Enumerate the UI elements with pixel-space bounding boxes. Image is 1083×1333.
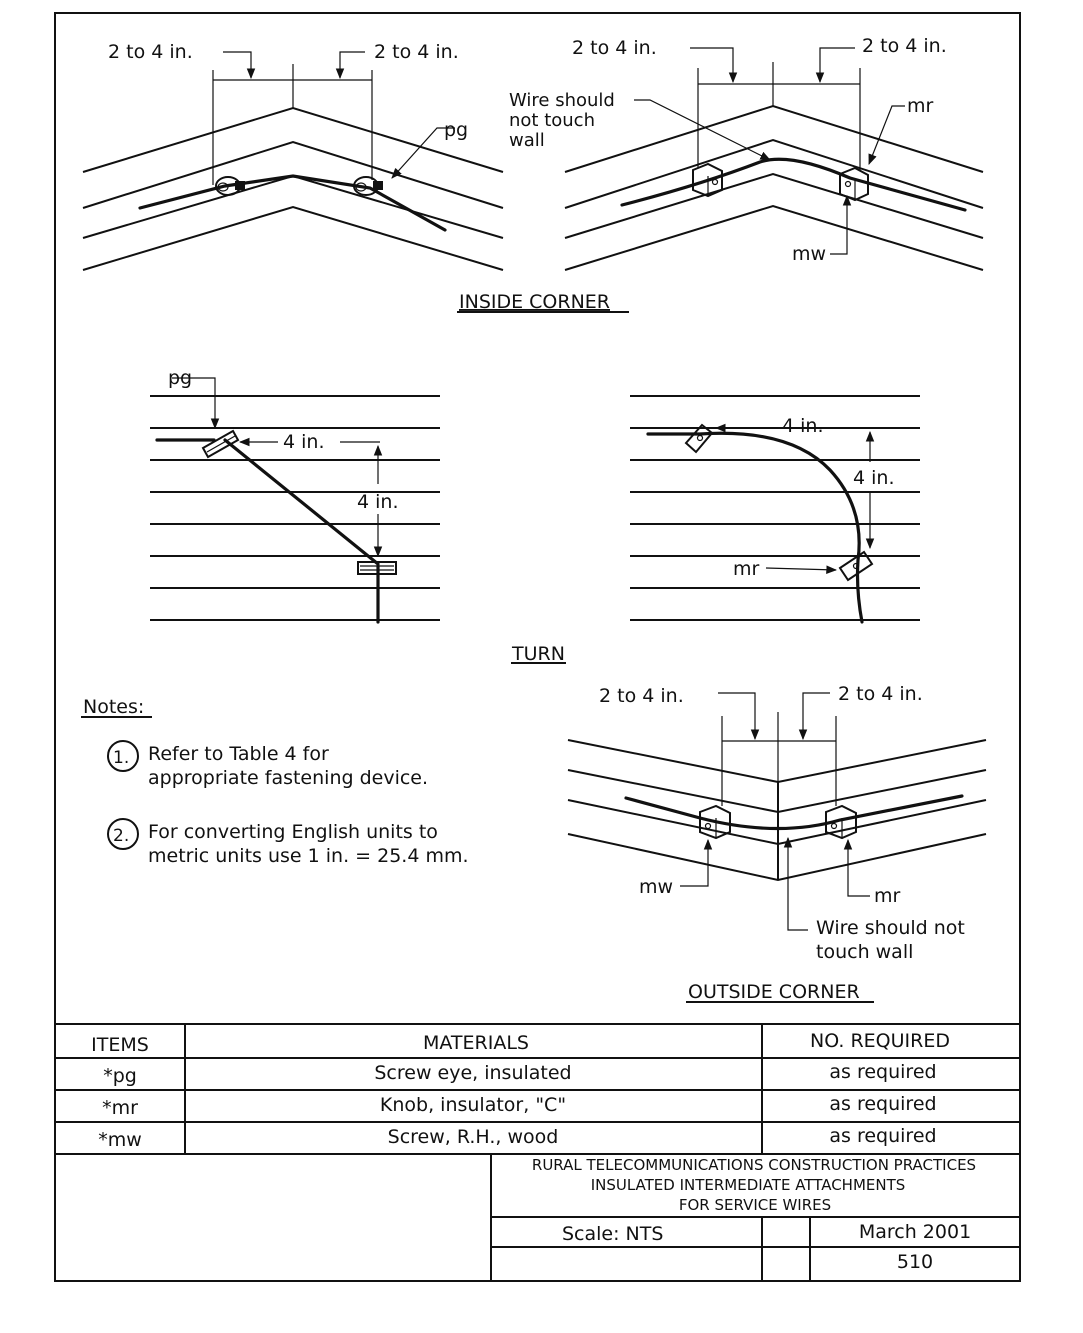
wire-note-line-3: wall: [509, 130, 545, 151]
row-3-required: as required: [829, 1125, 936, 1147]
note-1-marker: [107, 740, 139, 772]
note-1-number: 1.: [113, 748, 129, 768]
mr-label: mr: [874, 885, 901, 907]
diagonal-wire: [223, 438, 380, 566]
screw-eye-right: [353, 176, 383, 196]
inside-corner-title: INSIDE CORNER: [459, 291, 610, 313]
horizontal-dim: 4 in.: [283, 431, 325, 453]
note-2-marker: [107, 818, 139, 850]
vertical-dim: 4 in.: [357, 491, 399, 513]
header-materials: MATERIALS: [423, 1032, 529, 1054]
knob-insulator-left: [699, 804, 731, 840]
materials-table: ITEMS MATERIALS NO. REQUIRED *pg Screw e…: [55, 1023, 1020, 1155]
dim-label-right: 2 to 4 in.: [838, 683, 923, 705]
screw-eye-bottom: [357, 561, 397, 575]
wall-lines: [82, 106, 504, 271]
row-3-item: *mw: [98, 1129, 142, 1151]
service-wire: [138, 174, 447, 232]
row-2-required: as required: [829, 1093, 936, 1115]
horizontal-dim: 4 in.: [782, 415, 824, 437]
title-line-3: FOR SERVICE WIRES: [679, 1196, 831, 1214]
note-1-line-2: appropriate fastening device.: [148, 767, 428, 789]
pg-label: pg: [444, 119, 468, 141]
title-line-1: RURAL TELECOMMUNICATIONS CONSTRUCTION PR…: [532, 1156, 976, 1174]
wall-lines: [630, 395, 920, 621]
dim-label-right: 2 to 4 in.: [374, 41, 459, 63]
mw-label: mw: [792, 243, 826, 265]
turn-title: TURN: [511, 643, 565, 665]
row-1-item: *pg: [103, 1065, 137, 1087]
scale-label: Scale: NTS: [562, 1223, 663, 1245]
title-block: RURAL TELECOMMUNICATIONS CONSTRUCTION PR…: [490, 1154, 1020, 1281]
mw-label: mw: [639, 876, 673, 898]
wall-lines: [564, 104, 984, 271]
wire-note-line-1: Wire should not: [816, 917, 965, 939]
knob-insulator-right: [839, 166, 869, 202]
drawing-number: 510: [897, 1251, 933, 1273]
note-2-line-2: metric units use 1 in. = 25.4 mm.: [148, 845, 469, 867]
service-wire: [620, 157, 967, 212]
date-label: March 2001: [859, 1221, 971, 1243]
wire-note-line-2: touch wall: [816, 941, 913, 963]
inside-corner-right-view: 2 to 4 in. 2 to 4 in. Wire should not to…: [509, 35, 984, 271]
row-2-material: Knob, insulator, "C": [380, 1094, 566, 1116]
curved-wire: [646, 431, 864, 624]
dim-label-left: 2 to 4 in.: [599, 685, 684, 707]
dim-label-right: 2 to 4 in.: [862, 35, 947, 57]
dim-label-left: 2 to 4 in.: [572, 37, 657, 59]
knob-insulator-right: [825, 804, 857, 840]
dim-label-left: 2 to 4 in.: [108, 41, 193, 63]
row-1-required: as required: [829, 1061, 936, 1083]
knob-insulator-left: [692, 162, 723, 198]
vertical-dim: 4 in.: [853, 467, 895, 489]
pg-label: pg: [168, 367, 192, 389]
outside-corner-title: OUTSIDE CORNER: [688, 981, 860, 1003]
header-no-required: NO. REQUIRED: [810, 1030, 950, 1052]
service-wire: [624, 794, 964, 831]
title-line-2: INSULATED INTERMEDIATE ATTACHMENTS: [591, 1176, 906, 1194]
knob-insulator-bottom: [838, 550, 874, 582]
turn-right-view: 4 in. 4 in. mr: [630, 395, 920, 624]
mr-label: mr: [907, 95, 934, 117]
mr-label: mr: [733, 558, 760, 580]
dimension-2-to-4-in: [718, 692, 837, 806]
wall-lines: [150, 395, 440, 621]
note-1-line-1: Refer to Table 4 for: [148, 743, 329, 765]
row-1-material: Screw eye, insulated: [374, 1062, 571, 1084]
wire-note-line-2: not touch: [509, 110, 595, 131]
header-items: ITEMS: [91, 1034, 149, 1056]
row-2-item: *mr: [102, 1097, 138, 1119]
sheet-border: [54, 12, 1021, 1282]
notes-heading: Notes:: [83, 696, 144, 718]
wire-note-line-1: Wire should: [509, 90, 615, 111]
outside-corner-view: 2 to 4 in. 2 to 4 in. mw mr Wire should …: [567, 683, 987, 963]
notes-section: Notes: 1. Refer to Table 4 for appropria…: [81, 696, 469, 867]
note-2-line-1: For converting English units to: [148, 821, 438, 843]
turn-left-view: pg 4 in. 4 in.: [150, 367, 440, 624]
wall-lines: [567, 739, 987, 882]
note-2-number: 2.: [113, 826, 129, 846]
dimension-2-to-4-in: [690, 47, 861, 170]
row-3-material: Screw, R.H., wood: [388, 1126, 559, 1148]
inside-corner-left-view: 2 to 4 in. 2 to 4 in. pg: [82, 41, 504, 271]
knob-insulator-top: [684, 423, 714, 454]
screw-eye-top: [201, 429, 240, 459]
screw-eye-left: [215, 176, 245, 196]
dimension-2-to-4-in: [212, 51, 373, 185]
